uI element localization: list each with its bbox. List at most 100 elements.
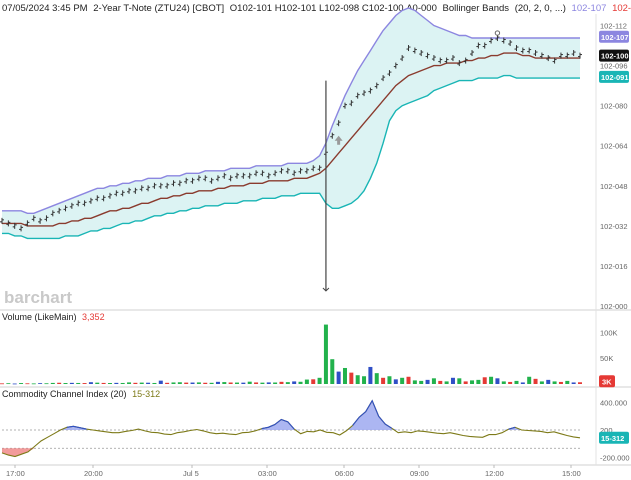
spike-low-marker xyxy=(322,287,330,292)
volume-bar xyxy=(349,372,354,384)
volume-bar xyxy=(165,382,170,384)
volume-bar xyxy=(266,382,271,384)
volume-bar xyxy=(146,382,151,384)
volume-bar xyxy=(76,382,81,384)
volume-axis: 100K 50K 3K xyxy=(599,328,618,388)
volume-bar xyxy=(476,379,481,384)
volume-bar xyxy=(558,381,563,384)
price-tick-label: 102-032 xyxy=(600,222,628,231)
cci-tick-label: -200.000 xyxy=(600,453,630,462)
volume-bar xyxy=(196,382,201,384)
header-indicator-params: (20, 2, 0, ...) xyxy=(515,3,566,14)
header-bb-upper: 102-107 xyxy=(572,3,607,14)
bollinger-band-lines xyxy=(2,7,580,240)
volume-bar xyxy=(565,380,570,384)
volume-bar xyxy=(578,382,582,384)
volume-bar xyxy=(82,383,87,384)
volume-bar xyxy=(482,377,487,384)
volume-bar xyxy=(362,376,367,384)
volume-bar xyxy=(12,383,17,385)
volume-bar xyxy=(133,382,138,384)
volume-bar xyxy=(298,381,303,384)
price-tick-label: 102-064 xyxy=(600,142,628,151)
volume-bar xyxy=(425,379,430,384)
volume-bar xyxy=(552,381,557,384)
volume-bar xyxy=(25,383,30,385)
svg-text:07/05/2024 3:45 PM 2-Yea: 07/05/2024 3:45 PM 2-Year T-Note (ZTU24)… xyxy=(2,3,631,14)
barchart-watermark: barchart xyxy=(4,288,72,307)
volume-bar xyxy=(247,381,252,384)
volume-bar xyxy=(571,382,576,384)
volume-bar xyxy=(508,381,513,384)
volume-bar xyxy=(19,383,24,384)
volume-bar xyxy=(127,382,132,384)
cci-tick-label: 400.000 xyxy=(600,399,627,408)
volume-bar xyxy=(6,383,11,385)
price-tick-label: 102-016 xyxy=(600,262,628,271)
volume-bar xyxy=(470,380,475,384)
high-marker xyxy=(494,30,501,36)
volume-bar xyxy=(444,381,449,384)
cci-axis: 400.000 200 -200.000 15-312 xyxy=(599,399,630,462)
volume-bar xyxy=(222,382,227,384)
volume-bar xyxy=(463,381,468,384)
volume-bar xyxy=(336,371,341,384)
volume-bar xyxy=(520,382,525,384)
bollinger-band-fill xyxy=(2,8,580,239)
header-ohlc: O102-101 H102-101 L102-098 C102-100 Δ0-0… xyxy=(230,3,437,14)
volume-bar xyxy=(419,380,424,384)
volume-bar xyxy=(304,379,309,384)
volume-bar xyxy=(355,375,360,384)
volume-bar xyxy=(438,380,443,384)
price-tick-label: 102-000 xyxy=(600,302,628,311)
volume-bar xyxy=(139,382,144,384)
volume-bar xyxy=(330,359,335,384)
volume-bar xyxy=(120,382,125,384)
volume-label: Volume (LikeMain) xyxy=(2,312,77,322)
volume-bar xyxy=(406,376,411,384)
middle-band-line xyxy=(2,52,580,227)
cci-overbought-line xyxy=(261,418,295,430)
svg-text:Commodity Channel Index (20): Commodity Channel Index (20) 15-312 xyxy=(2,389,160,399)
volume-bar xyxy=(38,383,43,384)
volume-bar xyxy=(57,382,62,384)
volume-bar xyxy=(412,380,417,384)
time-label: 15:00 xyxy=(562,469,581,478)
time-label: 17:00 xyxy=(6,469,25,478)
volume-bar xyxy=(184,382,189,384)
cci-badge: 15-312 xyxy=(601,434,624,443)
time-label: 09:00 xyxy=(410,469,429,478)
volume-badge-bg xyxy=(599,375,615,388)
cci-plot xyxy=(1,399,581,458)
volume-bar xyxy=(95,382,100,384)
volume-bar xyxy=(177,382,182,384)
cci-label: Commodity Channel Index (20) xyxy=(2,389,127,399)
volume-badge: 3K xyxy=(602,377,612,386)
cci-badge-bg xyxy=(599,431,629,444)
cci-oversold-fill xyxy=(2,448,580,457)
time-axis: 17:00 20:00 Jul 5 03:00 06:00 09:00 12:00 15:00 xyxy=(6,465,581,478)
volume-bar xyxy=(190,382,195,384)
volume-bar xyxy=(215,381,220,384)
volume-bar xyxy=(152,382,157,384)
price-candles xyxy=(0,35,582,232)
volume-bar xyxy=(431,378,436,384)
volume-bar xyxy=(368,366,373,384)
volume-bar xyxy=(323,324,328,384)
price-tick-label: 102-096 xyxy=(600,62,628,71)
volume-bar xyxy=(311,379,316,384)
price-tick-label: 102-048 xyxy=(600,182,628,191)
grid-lines xyxy=(0,14,631,466)
badge-lower-band: 102-091 xyxy=(601,73,629,82)
volume-value: 3,352 xyxy=(82,312,105,322)
price-tick-label: 102-080 xyxy=(600,102,628,111)
volume-bar xyxy=(317,377,322,384)
volume-bar xyxy=(235,382,240,384)
volume-bar xyxy=(495,378,500,384)
volume-bar xyxy=(489,376,494,384)
volume-tick-label: 100K xyxy=(600,328,618,337)
volume-bar xyxy=(501,381,506,384)
volume-bar xyxy=(514,380,519,384)
